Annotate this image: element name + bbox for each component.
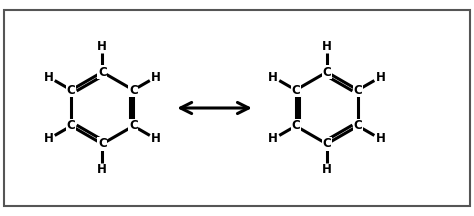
Text: C: C [129,84,138,97]
Text: H: H [268,132,278,145]
Text: C: C [354,119,362,132]
FancyBboxPatch shape [4,10,470,206]
Text: H: H [322,163,332,176]
Text: H: H [97,40,107,53]
Text: C: C [322,66,331,79]
Text: C: C [67,119,75,132]
Text: C: C [322,137,331,150]
Text: H: H [375,71,385,84]
Text: H: H [375,132,385,145]
Text: C: C [67,84,75,97]
Text: H: H [151,132,161,145]
Text: C: C [292,119,300,132]
Text: H: H [268,71,278,84]
Text: H: H [44,132,54,145]
Text: C: C [98,137,107,150]
Text: C: C [354,84,362,97]
Text: C: C [98,66,107,79]
Text: H: H [44,71,54,84]
Text: H: H [151,71,161,84]
Text: C: C [292,84,300,97]
Text: C: C [129,119,138,132]
Text: H: H [322,40,332,53]
Text: H: H [97,163,107,176]
